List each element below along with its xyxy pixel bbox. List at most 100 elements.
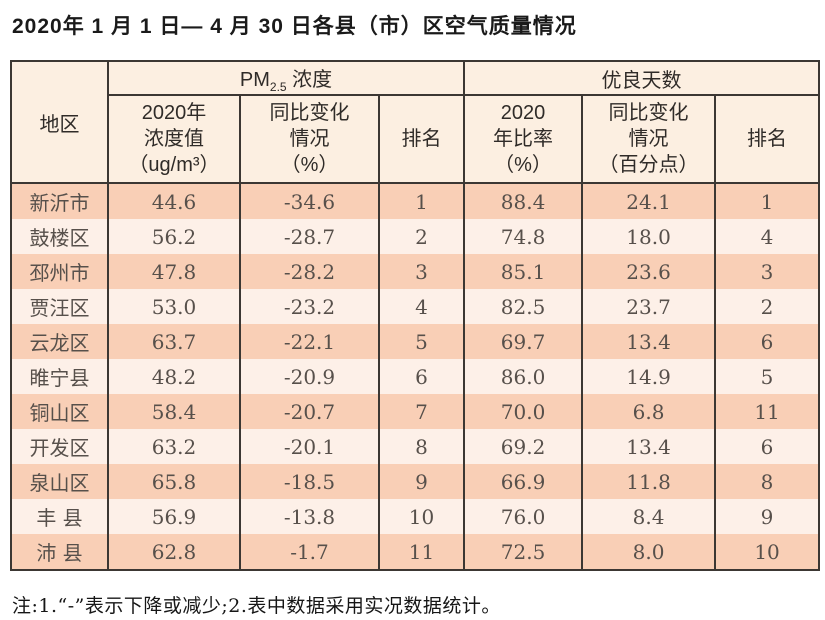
cell-pm-rank: 9 — [377, 464, 466, 499]
cell-good-ratio: 69.2 — [463, 429, 584, 464]
cell-pm-value: 56.2 — [107, 219, 241, 254]
table-row: 泉山区 65.8 -18.5 9 66.9 11.8 8 — [10, 464, 821, 499]
cell-good-change: 8.4 — [581, 499, 717, 534]
cell-region: 泉山区 — [10, 464, 109, 499]
cell-good-ratio: 69.7 — [463, 324, 584, 359]
footnote: 注:1.“-”表示下降或减少;2.表中数据采用实况数据统计。 — [12, 595, 501, 617]
pm25-subscript: 2.5 — [269, 79, 287, 94]
cell-good-change: 18.0 — [581, 219, 717, 254]
cell-pm-value: 62.8 — [107, 534, 241, 570]
cell-pm-value: 58.4 — [107, 394, 241, 429]
col-header-pm-value: 2020年 浓度值 （ug/m³） — [107, 95, 241, 184]
header-sub-row: 2020年 浓度值 （ug/m³） 同比变化 情况 （%） 排名 2020 年比… — [11, 95, 821, 184]
cell-pm-value: 53.0 — [107, 289, 241, 324]
table-row: 丰 县 56.9 -13.8 10 76.0 8.4 9 — [10, 499, 821, 534]
cell-pm-change: -23.2 — [239, 289, 380, 324]
cell-pm-change: -20.9 — [239, 359, 380, 394]
cell-pm-change: -28.7 — [239, 219, 380, 254]
cell-good-change: 14.9 — [581, 359, 717, 394]
cell-region: 开发区 — [10, 429, 109, 464]
table-row: 沛 县 62.8 -1.7 11 72.5 8.0 10 — [10, 534, 821, 570]
pm25-label: PM — [239, 68, 270, 91]
cell-region: 贾汪区 — [10, 289, 109, 324]
cell-good-rank: 11 — [714, 394, 821, 429]
cell-good-ratio: 70.0 — [463, 394, 584, 429]
cell-region: 丰 县 — [10, 499, 109, 534]
table-body: 新沂市 44.6 -34.6 1 88.4 24.1 1 鼓楼区 56.2 -2… — [10, 183, 821, 570]
cell-good-change: 24.1 — [581, 183, 717, 219]
cell-region: 云龙区 — [10, 324, 109, 359]
pm25-label-suffix: 浓度 — [286, 68, 333, 91]
col-header-good-rank: 排名 — [714, 95, 821, 184]
cell-pm-value: 48.2 — [107, 359, 241, 394]
col-header-pm-change: 同比变化 情况 （%） — [239, 95, 380, 184]
cell-pm-rank: 3 — [377, 254, 466, 289]
cell-pm-change: -34.6 — [239, 183, 380, 219]
cell-good-rank: 8 — [714, 464, 821, 499]
cell-pm-value: 44.6 — [107, 183, 241, 219]
cell-good-rank: 6 — [714, 429, 821, 464]
cell-good-ratio: 74.8 — [463, 219, 584, 254]
cell-region: 邳州市 — [10, 254, 109, 289]
cell-pm-value: 65.8 — [107, 464, 241, 499]
cell-good-rank: 1 — [714, 183, 821, 219]
cell-good-change: 23.7 — [581, 289, 717, 324]
table-row: 铜山区 58.4 -20.7 7 70.0 6.8 11 — [10, 394, 821, 429]
col-header-good-days-group: 优良天数 — [463, 61, 821, 96]
cell-good-change: 13.4 — [581, 324, 717, 359]
cell-good-ratio: 72.5 — [463, 534, 584, 570]
table-row: 鼓楼区 56.2 -28.7 2 74.8 18.0 4 — [10, 219, 821, 254]
table-row: 贾汪区 53.0 -23.2 4 82.5 23.7 2 — [10, 289, 821, 324]
cell-good-rank: 4 — [714, 219, 821, 254]
col-header-region: 地区 — [10, 61, 109, 184]
cell-good-ratio: 86.0 — [463, 359, 584, 394]
cell-pm-rank: 5 — [377, 324, 466, 359]
cell-good-ratio: 85.1 — [463, 254, 584, 289]
cell-pm-rank: 10 — [377, 499, 466, 534]
cell-pm-change: -22.1 — [239, 324, 380, 359]
page-title: 2020年 1 月 1 日— 4 月 30 日各县（市）区空气质量情况 — [12, 15, 577, 38]
cell-region: 铜山区 — [10, 394, 109, 429]
cell-good-change: 8.0 — [581, 534, 717, 570]
cell-good-ratio: 82.5 — [463, 289, 584, 324]
air-quality-table: 地区 PM2.5 浓度 优良天数 2020年 浓度值 （ug/m³） 同比变化 … — [10, 60, 821, 571]
cell-good-change: 23.6 — [581, 254, 717, 289]
cell-pm-change: -13.8 — [239, 499, 380, 534]
cell-pm-value: 63.7 — [107, 324, 241, 359]
cell-good-change: 13.4 — [581, 429, 717, 464]
cell-region: 睢宁县 — [10, 359, 109, 394]
cell-region: 新沂市 — [10, 183, 109, 219]
cell-good-rank: 9 — [714, 499, 821, 534]
cell-pm-rank: 2 — [377, 219, 466, 254]
col-header-good-change: 同比变化 情况 （百分点） — [581, 95, 717, 184]
header-group-row: 地区 PM2.5 浓度 优良天数 — [10, 61, 821, 184]
cell-pm-value: 47.8 — [107, 254, 241, 289]
table-row: 云龙区 63.7 -22.1 5 69.7 13.4 6 — [10, 324, 821, 359]
col-header-good-ratio: 2020 年比率 （%） — [463, 95, 584, 184]
table-row: 睢宁县 48.2 -20.9 6 86.0 14.9 5 — [10, 359, 821, 394]
cell-pm-change: -1.7 — [239, 534, 380, 570]
cell-pm-rank: 6 — [377, 359, 466, 394]
cell-good-rank: 5 — [714, 359, 821, 394]
cell-good-rank: 3 — [714, 254, 821, 289]
cell-good-ratio: 76.0 — [463, 499, 584, 534]
cell-good-rank: 2 — [714, 289, 821, 324]
cell-good-change: 11.8 — [581, 464, 717, 499]
cell-good-rank: 6 — [714, 324, 821, 359]
cell-pm-value: 56.9 — [107, 499, 241, 534]
col-header-pm-rank: 排名 — [377, 95, 466, 184]
cell-pm-change: -28.2 — [239, 254, 380, 289]
cell-good-rank: 10 — [714, 534, 821, 570]
cell-pm-change: -18.5 — [239, 464, 380, 499]
cell-region: 鼓楼区 — [10, 219, 109, 254]
table-row: 新沂市 44.6 -34.6 1 88.4 24.1 1 — [10, 183, 821, 219]
cell-good-ratio: 66.9 — [463, 464, 584, 499]
cell-pm-rank: 8 — [377, 429, 466, 464]
cell-good-change: 6.8 — [581, 394, 717, 429]
cell-pm-value: 63.2 — [107, 429, 241, 464]
cell-good-ratio: 88.4 — [463, 183, 584, 219]
cell-pm-rank: 11 — [377, 534, 466, 570]
cell-pm-rank: 1 — [377, 183, 466, 219]
table-row: 邳州市 47.8 -28.2 3 85.1 23.6 3 — [10, 254, 821, 289]
